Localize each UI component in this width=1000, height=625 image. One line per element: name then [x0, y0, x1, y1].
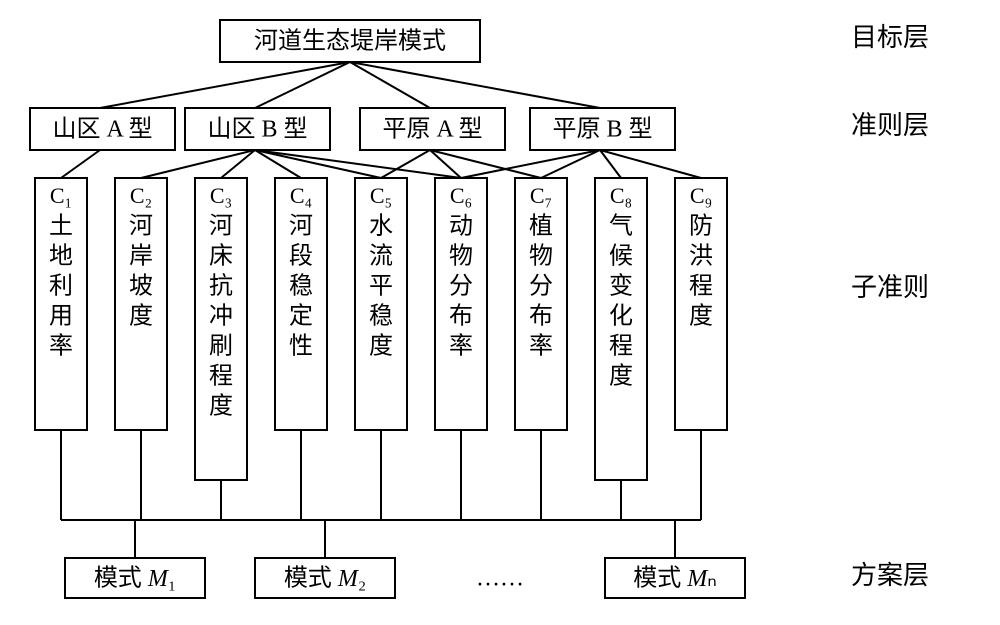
subcriteria-char: 定 [289, 303, 313, 330]
subcriteria-char: 化 [609, 303, 633, 330]
layer-label: 子准则 [851, 273, 929, 302]
subcriteria-char: 床 [209, 243, 233, 270]
subcriteria-char: 候 [609, 243, 633, 270]
subcriteria-char: 度 [609, 363, 633, 390]
subcriteria-char: 河 [129, 213, 153, 240]
subcriteria-code: C₆ [450, 183, 472, 208]
subcriteria-code: C₇ [530, 183, 552, 208]
subcriteria-code: C₂ [130, 183, 152, 208]
subcriteria-char: 平 [369, 274, 393, 300]
criteria-text: 山区 A 型 [52, 116, 152, 143]
subcriteria-char: 稳 [369, 303, 393, 330]
subcriteria-char: 河 [289, 213, 313, 240]
subcriteria-char: 布 [529, 303, 553, 330]
subcriteria-char: 物 [529, 243, 553, 270]
subcriteria-char: 冲 [209, 303, 233, 330]
subcriteria-char: 防 [689, 213, 713, 240]
subcriteria-char: 率 [529, 333, 553, 360]
subcriteria-char: 率 [49, 333, 73, 360]
subcriteria-char: 段 [289, 243, 313, 270]
subcriteria-char: 度 [369, 333, 393, 360]
subcriteria-char: 度 [689, 303, 713, 330]
criteria-text: 平原 A 型 [382, 116, 482, 143]
subcriteria-char: 程 [689, 273, 713, 300]
subcriteria-char: 岸 [129, 243, 153, 270]
subcriteria-char: 布 [449, 303, 473, 330]
subcriteria-code: C₁ [50, 183, 72, 208]
subcriteria-char: 地 [49, 243, 73, 270]
subcriteria-code: C₅ [370, 183, 392, 208]
subcriteria-char: 植 [529, 213, 553, 240]
scheme-ellipsis: …… [476, 566, 524, 592]
criteria-text: 山区 B 型 [207, 116, 307, 143]
subcriteria-char: 分 [529, 273, 553, 300]
subcriteria-char: 坡 [129, 273, 153, 300]
layer-label: 准则层 [851, 111, 929, 140]
subcriteria-char: 度 [209, 393, 233, 420]
subcriteria-char: 度 [129, 303, 153, 330]
layer-label: 方案层 [851, 561, 929, 590]
subcriteria-char: 流 [369, 243, 393, 270]
subcriteria-code: C₈ [610, 183, 632, 208]
subcriteria-code: C₃ [210, 183, 232, 208]
subcriteria-code: C₄ [290, 183, 312, 208]
subcriteria-char: 用 [49, 304, 73, 330]
layer-label: 目标层 [851, 23, 929, 52]
scheme-text: 模式 M₂ [284, 565, 366, 592]
subcriteria-char: 分 [449, 273, 473, 300]
subcriteria-char: 河 [209, 213, 233, 240]
subcriteria-char: 洪 [689, 243, 713, 270]
subcriteria-char: 抗 [209, 273, 233, 300]
subcriteria-char: 稳 [289, 273, 313, 300]
scheme-text: 模式 Mₙ [633, 565, 717, 592]
subcriteria-char: 动 [449, 213, 473, 240]
subcriteria-code: C₉ [690, 183, 712, 208]
subcriteria-char: 利 [49, 273, 73, 300]
subcriteria-char: 性 [289, 333, 313, 360]
subcriteria-char: 程 [609, 333, 633, 360]
subcriteria-char: 土 [49, 213, 73, 240]
subcriteria-char: 率 [449, 333, 473, 360]
scheme-text: 模式 M₁ [94, 565, 176, 592]
subcriteria-char: 水 [369, 213, 393, 240]
subcriteria-char: 程 [209, 363, 233, 390]
criteria-text: 平原 B 型 [552, 116, 652, 143]
subcriteria-char: 物 [449, 243, 473, 270]
goal-text: 河道生态堤岸模式 [254, 28, 446, 55]
subcriteria-char: 气 [609, 213, 633, 240]
subcriteria-char: 变 [609, 273, 633, 300]
subcriteria-char: 刷 [209, 334, 233, 360]
